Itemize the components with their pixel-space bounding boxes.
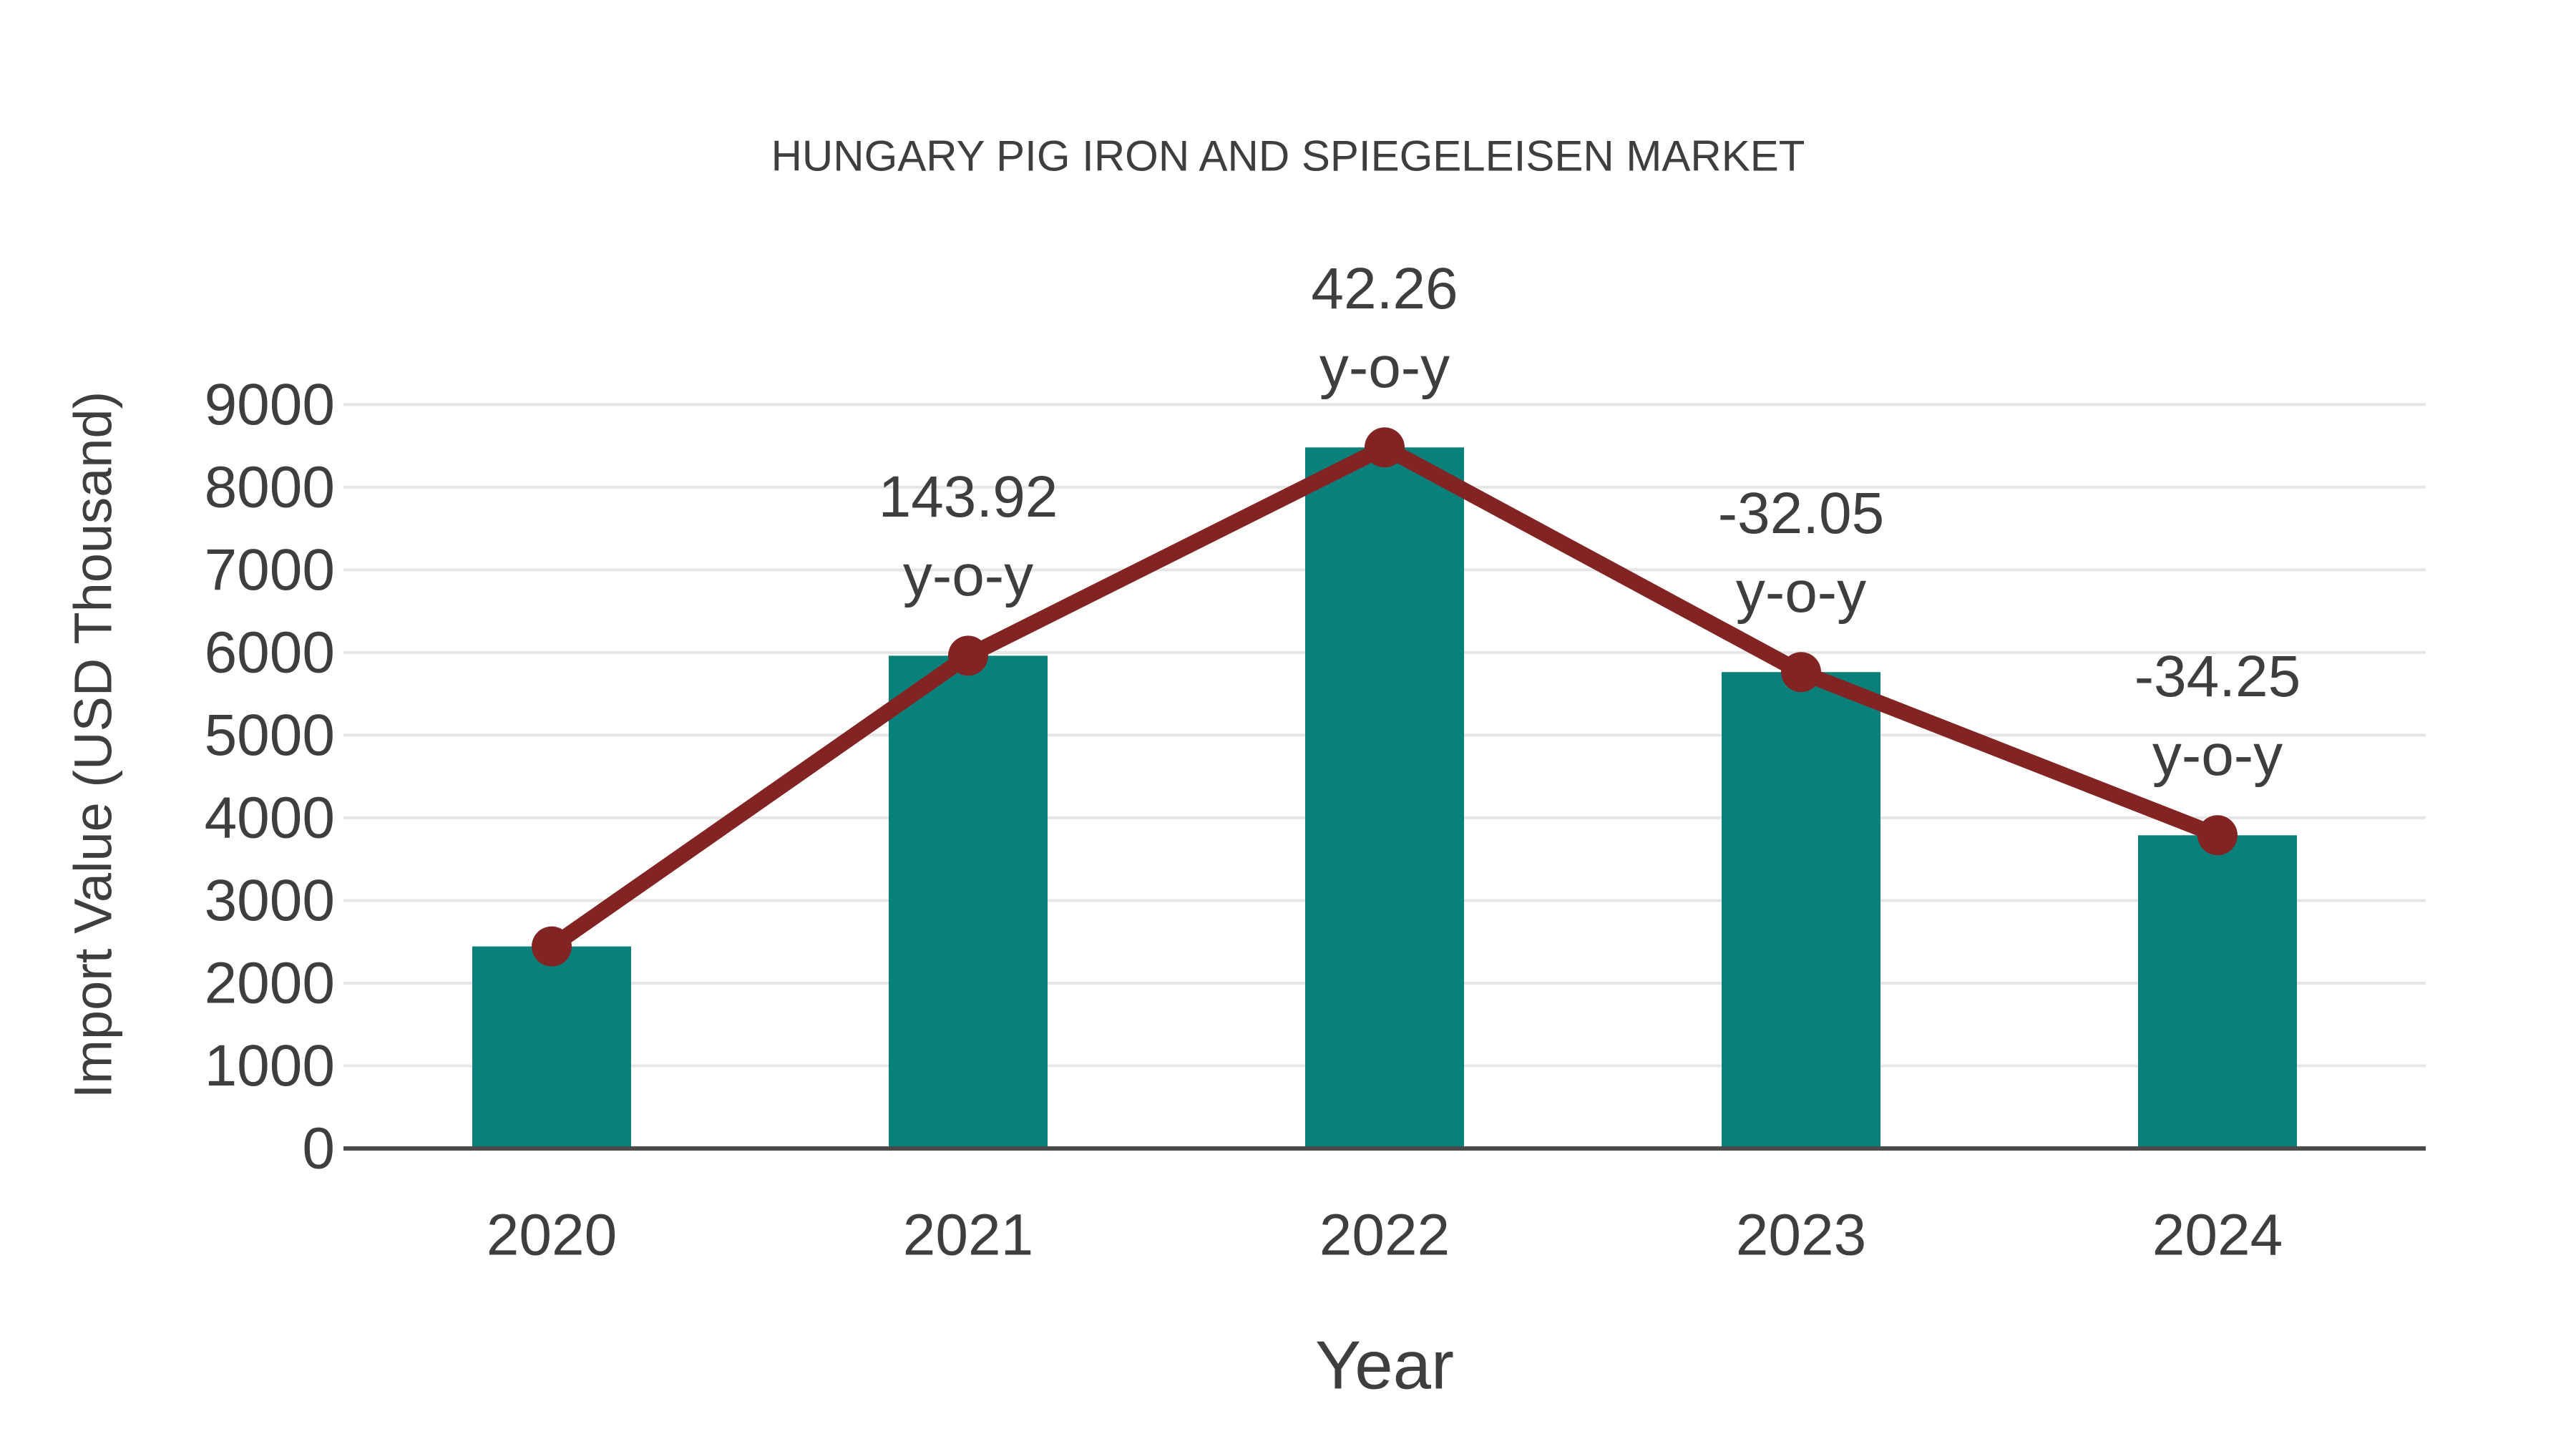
bar-2024[interactable] [2138,835,2297,1148]
annotation-yoy-2024: y-o-y [2152,723,2283,788]
x-axis-label: Year [1315,1327,1454,1404]
annotation-yoy-2021: y-o-y [903,543,1033,608]
y-tick-label-5000: 5000 [205,703,335,768]
annotation-yoy-2023: y-o-y [1736,560,1866,625]
trend-marker-2020[interactable] [532,926,572,967]
y-tick-label-9000: 9000 [205,372,335,437]
annotation-value-2021: 143.92 [879,464,1058,530]
x-tick-label-2024: 2024 [2152,1203,2283,1268]
trend-marker-2024[interactable] [2197,815,2238,856]
y-tick-label-4000: 4000 [205,785,335,850]
annotation-value-2024: -34.25 [2135,644,2301,709]
y-tick-label-8000: 8000 [205,454,335,519]
bar-2023[interactable] [1722,672,1880,1148]
annotation-yoy-2022: y-o-y [1319,335,1450,400]
annotation-value-2023: -32.05 [1718,481,1885,546]
bar-2022[interactable] [1305,447,1464,1148]
x-tick-label-2020: 2020 [487,1203,617,1268]
trend-marker-2023[interactable] [1781,652,1821,693]
bar-2021[interactable] [889,655,1048,1148]
annotation-value-2022: 42.26 [1311,256,1458,321]
y-tick-label-3000: 3000 [205,868,335,933]
y-tick-label-0: 0 [302,1116,335,1181]
y-tick-label-1000: 1000 [205,1033,335,1098]
trend-marker-2021[interactable] [948,635,988,676]
x-tick-label-2022: 2022 [1319,1203,1450,1268]
y-tick-label-2000: 2000 [205,950,335,1015]
x-tick-label-2023: 2023 [1736,1203,1866,1268]
y-tick-label-6000: 6000 [205,620,335,685]
y-tick-label-7000: 7000 [205,537,335,602]
chart-title: HUNGARY PIG IRON AND SPIEGELEISEN MARKET [771,132,1805,180]
x-tick-label-2021: 2021 [903,1203,1033,1268]
bar-2020[interactable] [472,946,631,1148]
trend-marker-2022[interactable] [1365,427,1405,468]
y-axis-label: Import Value (USD Thousand) [64,391,123,1099]
